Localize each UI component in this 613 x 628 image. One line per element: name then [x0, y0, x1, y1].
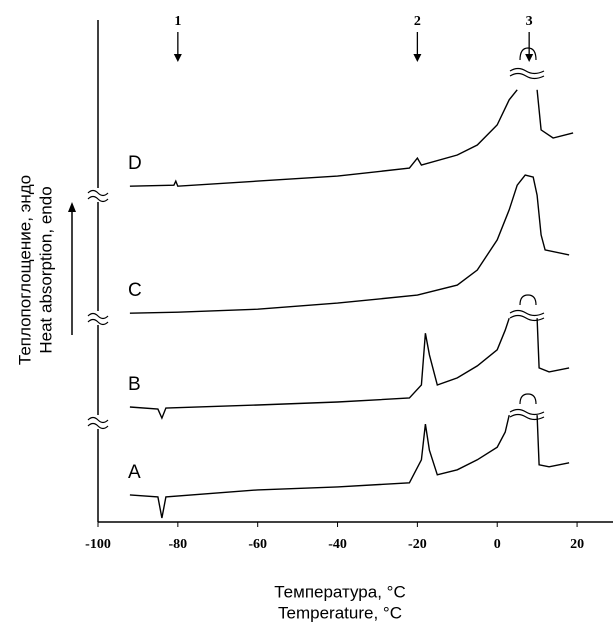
curve-label: C: [128, 280, 142, 301]
curve: [129, 89, 574, 187]
axis-breaks: [87, 188, 109, 430]
curve-label: B: [128, 374, 141, 395]
x-tick-label: -80: [169, 537, 188, 552]
annotation: 1: [174, 14, 181, 29]
annotation: 2: [414, 14, 421, 29]
curve: [129, 317, 570, 420]
annotation-arrowhead: [173, 54, 182, 62]
curve-label: D: [128, 153, 142, 174]
curve-label: A: [128, 462, 141, 483]
curve: [129, 414, 570, 519]
y-label-line: Heat absorption, endo: [36, 186, 55, 353]
annotation-arrowhead: [525, 54, 534, 62]
y-arrowhead: [68, 202, 76, 212]
x-tick-label: -40: [328, 537, 347, 552]
x-tick-label: -60: [248, 537, 267, 552]
y-label: Теплопоглощение, эндо Heat absorption, e…: [15, 175, 55, 365]
annotation: 3: [526, 14, 533, 29]
curve: [129, 174, 570, 314]
x-label-line: Температура, °C: [274, 582, 405, 601]
x-label-line: Temperature, °C: [278, 603, 402, 622]
annotation-arrowhead: [413, 54, 422, 62]
curve-breaks: [509, 47, 545, 421]
x-tick-label: 20: [570, 537, 584, 552]
y-label-line: Теплопоглощение, эндо: [15, 175, 34, 365]
x-tick-label: 0: [494, 537, 501, 552]
x-tick-label: -100: [85, 537, 111, 552]
x-tick-label: -20: [408, 537, 427, 552]
